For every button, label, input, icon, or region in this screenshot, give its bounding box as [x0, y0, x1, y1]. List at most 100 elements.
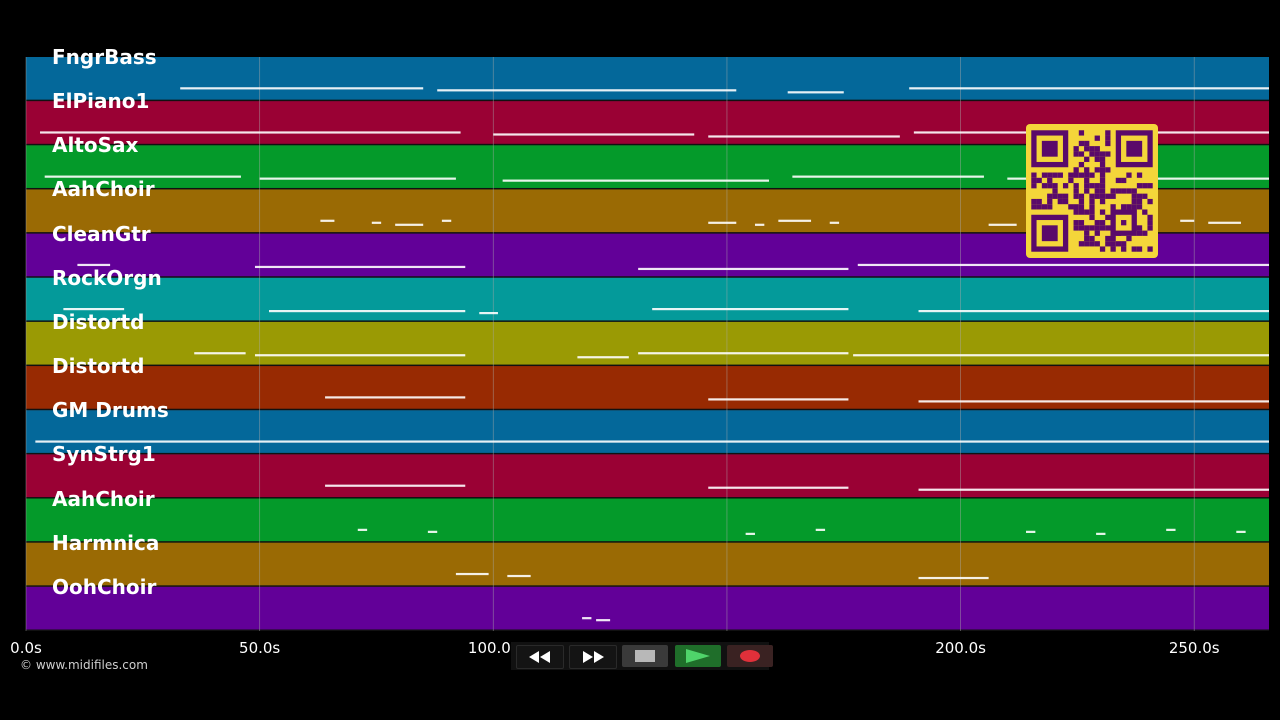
track-band	[26, 586, 1269, 631]
note-segment	[502, 179, 769, 182]
note-segment	[708, 398, 849, 401]
play-button[interactable]	[675, 645, 721, 667]
note-segment	[77, 263, 111, 267]
note-segment	[493, 133, 695, 136]
track-label: Distortd	[52, 309, 145, 334]
note-segment	[909, 87, 1269, 90]
note-segment	[754, 223, 765, 226]
track-separator	[26, 364, 1269, 367]
note-segment	[745, 532, 755, 535]
note-segment	[44, 175, 241, 178]
track-separator	[26, 143, 1269, 146]
track-band	[26, 410, 1269, 455]
fast-forward-button[interactable]	[569, 645, 617, 669]
track-label: GM Drums	[52, 398, 169, 423]
note-segment	[268, 310, 466, 313]
track-separator	[26, 187, 1269, 190]
note-segment	[194, 352, 246, 355]
track-band	[26, 277, 1269, 322]
x-tick-label: 50.0s	[239, 639, 281, 657]
track-separator	[26, 452, 1269, 455]
track-separator	[26, 320, 1269, 322]
note-segment	[857, 263, 1269, 267]
note-segment	[40, 131, 461, 134]
note-segment	[254, 265, 466, 269]
note-segment	[638, 352, 849, 355]
note-segment	[708, 135, 900, 138]
stop-icon	[635, 650, 655, 662]
note-segment	[325, 484, 466, 487]
note-segment	[582, 617, 592, 620]
note-segment	[320, 219, 335, 222]
rewind-button[interactable]	[516, 645, 564, 669]
record-button[interactable]	[727, 645, 773, 667]
note-segment	[596, 619, 611, 622]
note-segment	[437, 89, 737, 92]
note-segment	[918, 400, 1269, 403]
note-segment	[395, 223, 424, 226]
note-segment	[853, 354, 1269, 357]
note-segment	[441, 219, 452, 222]
track-band	[26, 542, 1269, 587]
note-segment	[1180, 219, 1195, 222]
note-segment	[577, 356, 629, 359]
fast-forward-icon	[583, 651, 604, 663]
track-separator	[26, 232, 1269, 234]
note-segment	[1166, 528, 1176, 531]
note-segment	[918, 310, 1269, 313]
track-band	[26, 366, 1269, 411]
track-separator	[26, 585, 1269, 587]
note-segment	[427, 530, 438, 533]
note-segment	[1208, 221, 1241, 224]
note-segment	[778, 219, 812, 222]
track-band	[26, 57, 1269, 102]
track-label: AahChoir	[52, 177, 155, 202]
note-segment	[35, 440, 1270, 443]
track-label: Harmnica	[52, 530, 160, 555]
note-segment	[787, 91, 844, 94]
stop-button[interactable]	[622, 645, 668, 667]
track-band	[26, 321, 1269, 367]
x-tick-label: 0.0s	[10, 639, 42, 657]
x-tick-label: 200.0s	[935, 639, 986, 657]
track-label: FngrBass	[52, 45, 157, 69]
note-segment	[259, 177, 456, 180]
note-segment	[371, 221, 382, 224]
track-label: AahChoir	[52, 486, 155, 511]
track-separator	[26, 408, 1269, 411]
track-separator	[26, 541, 1269, 543]
x-tick-label: 250.0s	[1168, 639, 1220, 657]
note-segment	[918, 576, 989, 580]
note-segment	[325, 396, 466, 399]
note-segment	[1026, 530, 1036, 533]
note-segment	[455, 572, 489, 576]
x-tick-label: 100.0s	[467, 639, 519, 657]
track-label: ElPiano1	[52, 89, 150, 114]
track-band	[26, 498, 1269, 543]
track-label: Distortd	[52, 354, 145, 379]
note-segment	[708, 486, 849, 489]
note-segment	[507, 574, 531, 578]
note-segment	[638, 267, 849, 271]
note-segment	[357, 528, 368, 531]
track-separator	[26, 629, 1269, 631]
note-segment	[918, 488, 1269, 491]
note-segment	[792, 175, 984, 178]
note-segment	[988, 223, 1017, 226]
note-segment	[1236, 530, 1246, 533]
note-segment	[815, 528, 826, 531]
qr-code-icon	[1026, 124, 1158, 258]
note-segment	[254, 354, 466, 357]
track-band	[26, 454, 1269, 499]
track-separator	[26, 99, 1269, 102]
play-icon	[686, 649, 710, 663]
note-segment	[652, 308, 849, 311]
note-segment	[180, 87, 424, 90]
record-icon	[740, 650, 760, 662]
track-label: RockOrgn	[52, 265, 162, 290]
track-separator	[26, 497, 1269, 499]
transport-controls	[511, 642, 773, 670]
track-label: SynStrg1	[52, 442, 156, 467]
track-label: AltoSax	[52, 133, 139, 158]
